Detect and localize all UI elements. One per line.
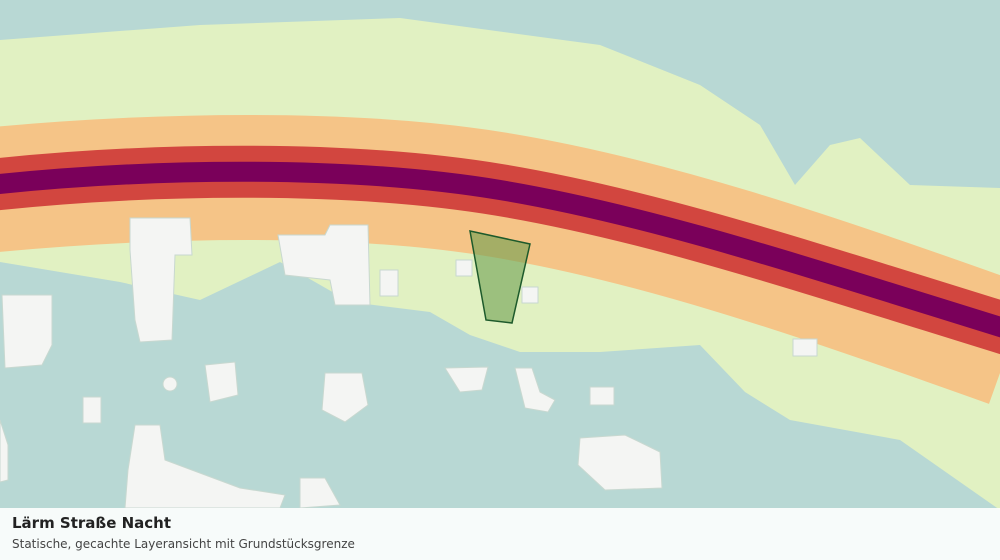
map-title: Lärm Straße Nacht	[12, 514, 172, 532]
map-subtitle: Statische, gecachte Layeransicht mit Gru…	[12, 537, 355, 551]
parcel-boundary	[469, 230, 531, 324]
noise-zone-very-high	[0, 161, 1000, 338]
buildings	[0, 217, 818, 509]
caption-bar: Lärm Straße Nacht Statische, gecachte La…	[0, 508, 1000, 560]
